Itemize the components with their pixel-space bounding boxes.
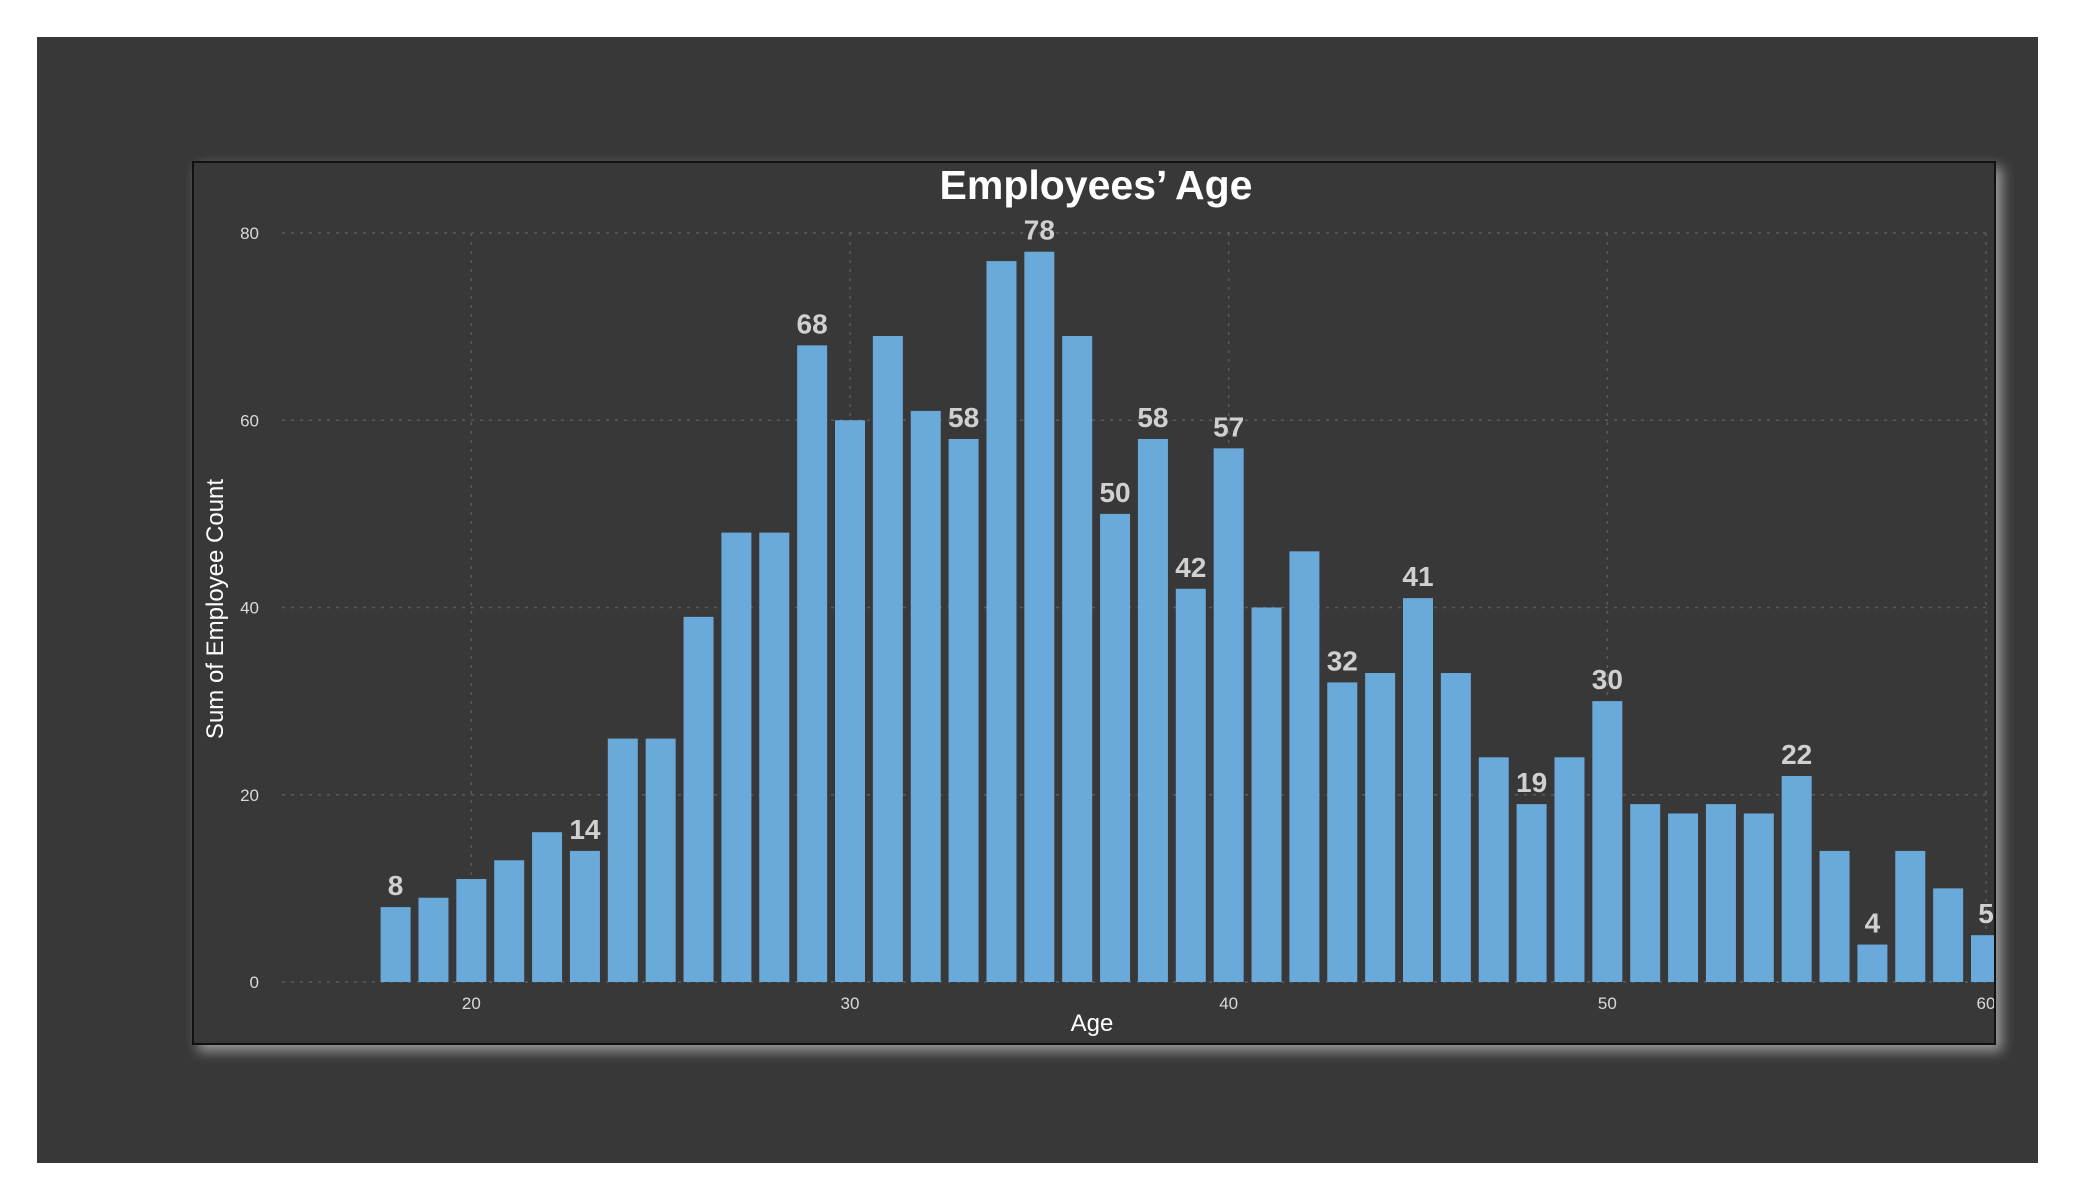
bar-age-18: [380, 907, 411, 982]
bar-age-41: [1251, 607, 1282, 982]
x-axis-ticks: 20 30 40 50 60: [462, 994, 1994, 1013]
data-label-age-45: 41: [1402, 561, 1433, 592]
x-tick-label: 50: [1598, 994, 1617, 1013]
data-label-age-37: 50: [1099, 477, 1130, 508]
bar-age-56: [1819, 850, 1850, 982]
data-label-age-40: 57: [1213, 411, 1244, 442]
bar-age-48: [1516, 804, 1547, 982]
y-tick-label: 80: [240, 224, 259, 243]
bar-age-59: [1933, 888, 1964, 982]
bar-age-55: [1781, 776, 1812, 982]
y-tick-label: 60: [240, 411, 259, 430]
y-tick-label: 20: [240, 786, 259, 805]
bar-age-42: [1289, 551, 1320, 982]
bar-age-32: [910, 410, 941, 982]
x-tick-label: 20: [462, 994, 481, 1013]
data-label-age-50: 30: [1592, 664, 1623, 695]
bar-age-30: [835, 420, 865, 982]
data-label-age-48: 19: [1516, 767, 1547, 798]
x-tick-label: 30: [841, 994, 860, 1013]
chart-title: Employees’ Age: [940, 163, 1253, 208]
chart-panel: Employees’ Age 8 14 68 58 78 50 58 42 57 32 41 19 30…: [192, 161, 1996, 1045]
bar-age-34: [986, 261, 1017, 982]
chart-svg: Employees’ Age 8146858785058425732411930…: [202, 163, 1994, 1037]
bar-age-20: [456, 879, 487, 982]
x-axis-label: Age: [1071, 1010, 1114, 1037]
chart-background: Employees’ Age 8 14 68 58 78 50 58 42 57 32 41 19 30…: [37, 37, 2038, 1163]
data-label-age-39: 42: [1175, 552, 1206, 583]
bar-age-35: [1024, 251, 1055, 983]
bar-age-43: [1327, 682, 1358, 982]
data-label-age-29: 68: [797, 308, 828, 339]
bar-age-57: [1857, 944, 1888, 982]
bar-age-54: [1743, 813, 1774, 982]
y-axis-ticks: 0 20 40 60 80: [240, 224, 259, 992]
data-label-age-60: 5: [1978, 898, 1994, 929]
bar-age-22: [532, 832, 563, 982]
bar-age-33: [948, 438, 979, 983]
bar-age-38: [1137, 438, 1168, 983]
data-label-age-23: 14: [569, 814, 601, 845]
bar-age-31: [872, 335, 903, 982]
bar-age-37: [1100, 513, 1131, 982]
x-tick-label: 60: [1977, 994, 1994, 1013]
bar-age-45: [1403, 598, 1433, 982]
bar-age-46: [1440, 673, 1471, 982]
y-axis-label: Sum of Employee Count: [202, 479, 229, 739]
data-label-age-35: 78: [1024, 215, 1055, 246]
bar-age-39: [1175, 588, 1206, 982]
bar-age-25: [645, 738, 676, 982]
bar-age-36: [1062, 335, 1093, 982]
y-tick-label: 40: [240, 599, 259, 618]
bar-age-58: [1895, 850, 1926, 982]
bar-age-21: [494, 860, 525, 982]
bar-age-29: [797, 345, 828, 983]
bar-age-28: [759, 532, 790, 982]
data-label-age-57: 4: [1865, 908, 1881, 939]
bar-age-60: [1971, 935, 1994, 982]
x-tick-label: 40: [1219, 994, 1238, 1013]
data-labels: 8 14 68 58 78 50 58 42 57 32 41 19 30 22 4 5: [388, 215, 1994, 939]
data-label-age-18: 8: [388, 870, 404, 901]
data-label-age-33: 58: [948, 402, 979, 433]
bars: [380, 251, 1994, 983]
bar-age-44: [1365, 673, 1396, 982]
data-label-age-55: 22: [1781, 739, 1812, 770]
bar-age-27: [721, 532, 752, 982]
bar-age-50: [1592, 701, 1623, 982]
bar-age-53: [1705, 804, 1736, 982]
bar-age-47: [1478, 757, 1509, 982]
data-label-age-43: 32: [1327, 645, 1358, 676]
bar-age-52: [1668, 813, 1699, 982]
bar-age-26: [683, 616, 714, 982]
y-tick-label: 0: [250, 973, 259, 992]
bar-age-23: [569, 850, 600, 982]
bar-age-40: [1213, 448, 1244, 982]
bar-age-19: [418, 897, 449, 982]
bar-age-49: [1554, 757, 1585, 982]
data-label-age-38: 58: [1137, 402, 1168, 433]
bar-age-24: [607, 738, 638, 982]
bar-age-51: [1630, 804, 1661, 982]
